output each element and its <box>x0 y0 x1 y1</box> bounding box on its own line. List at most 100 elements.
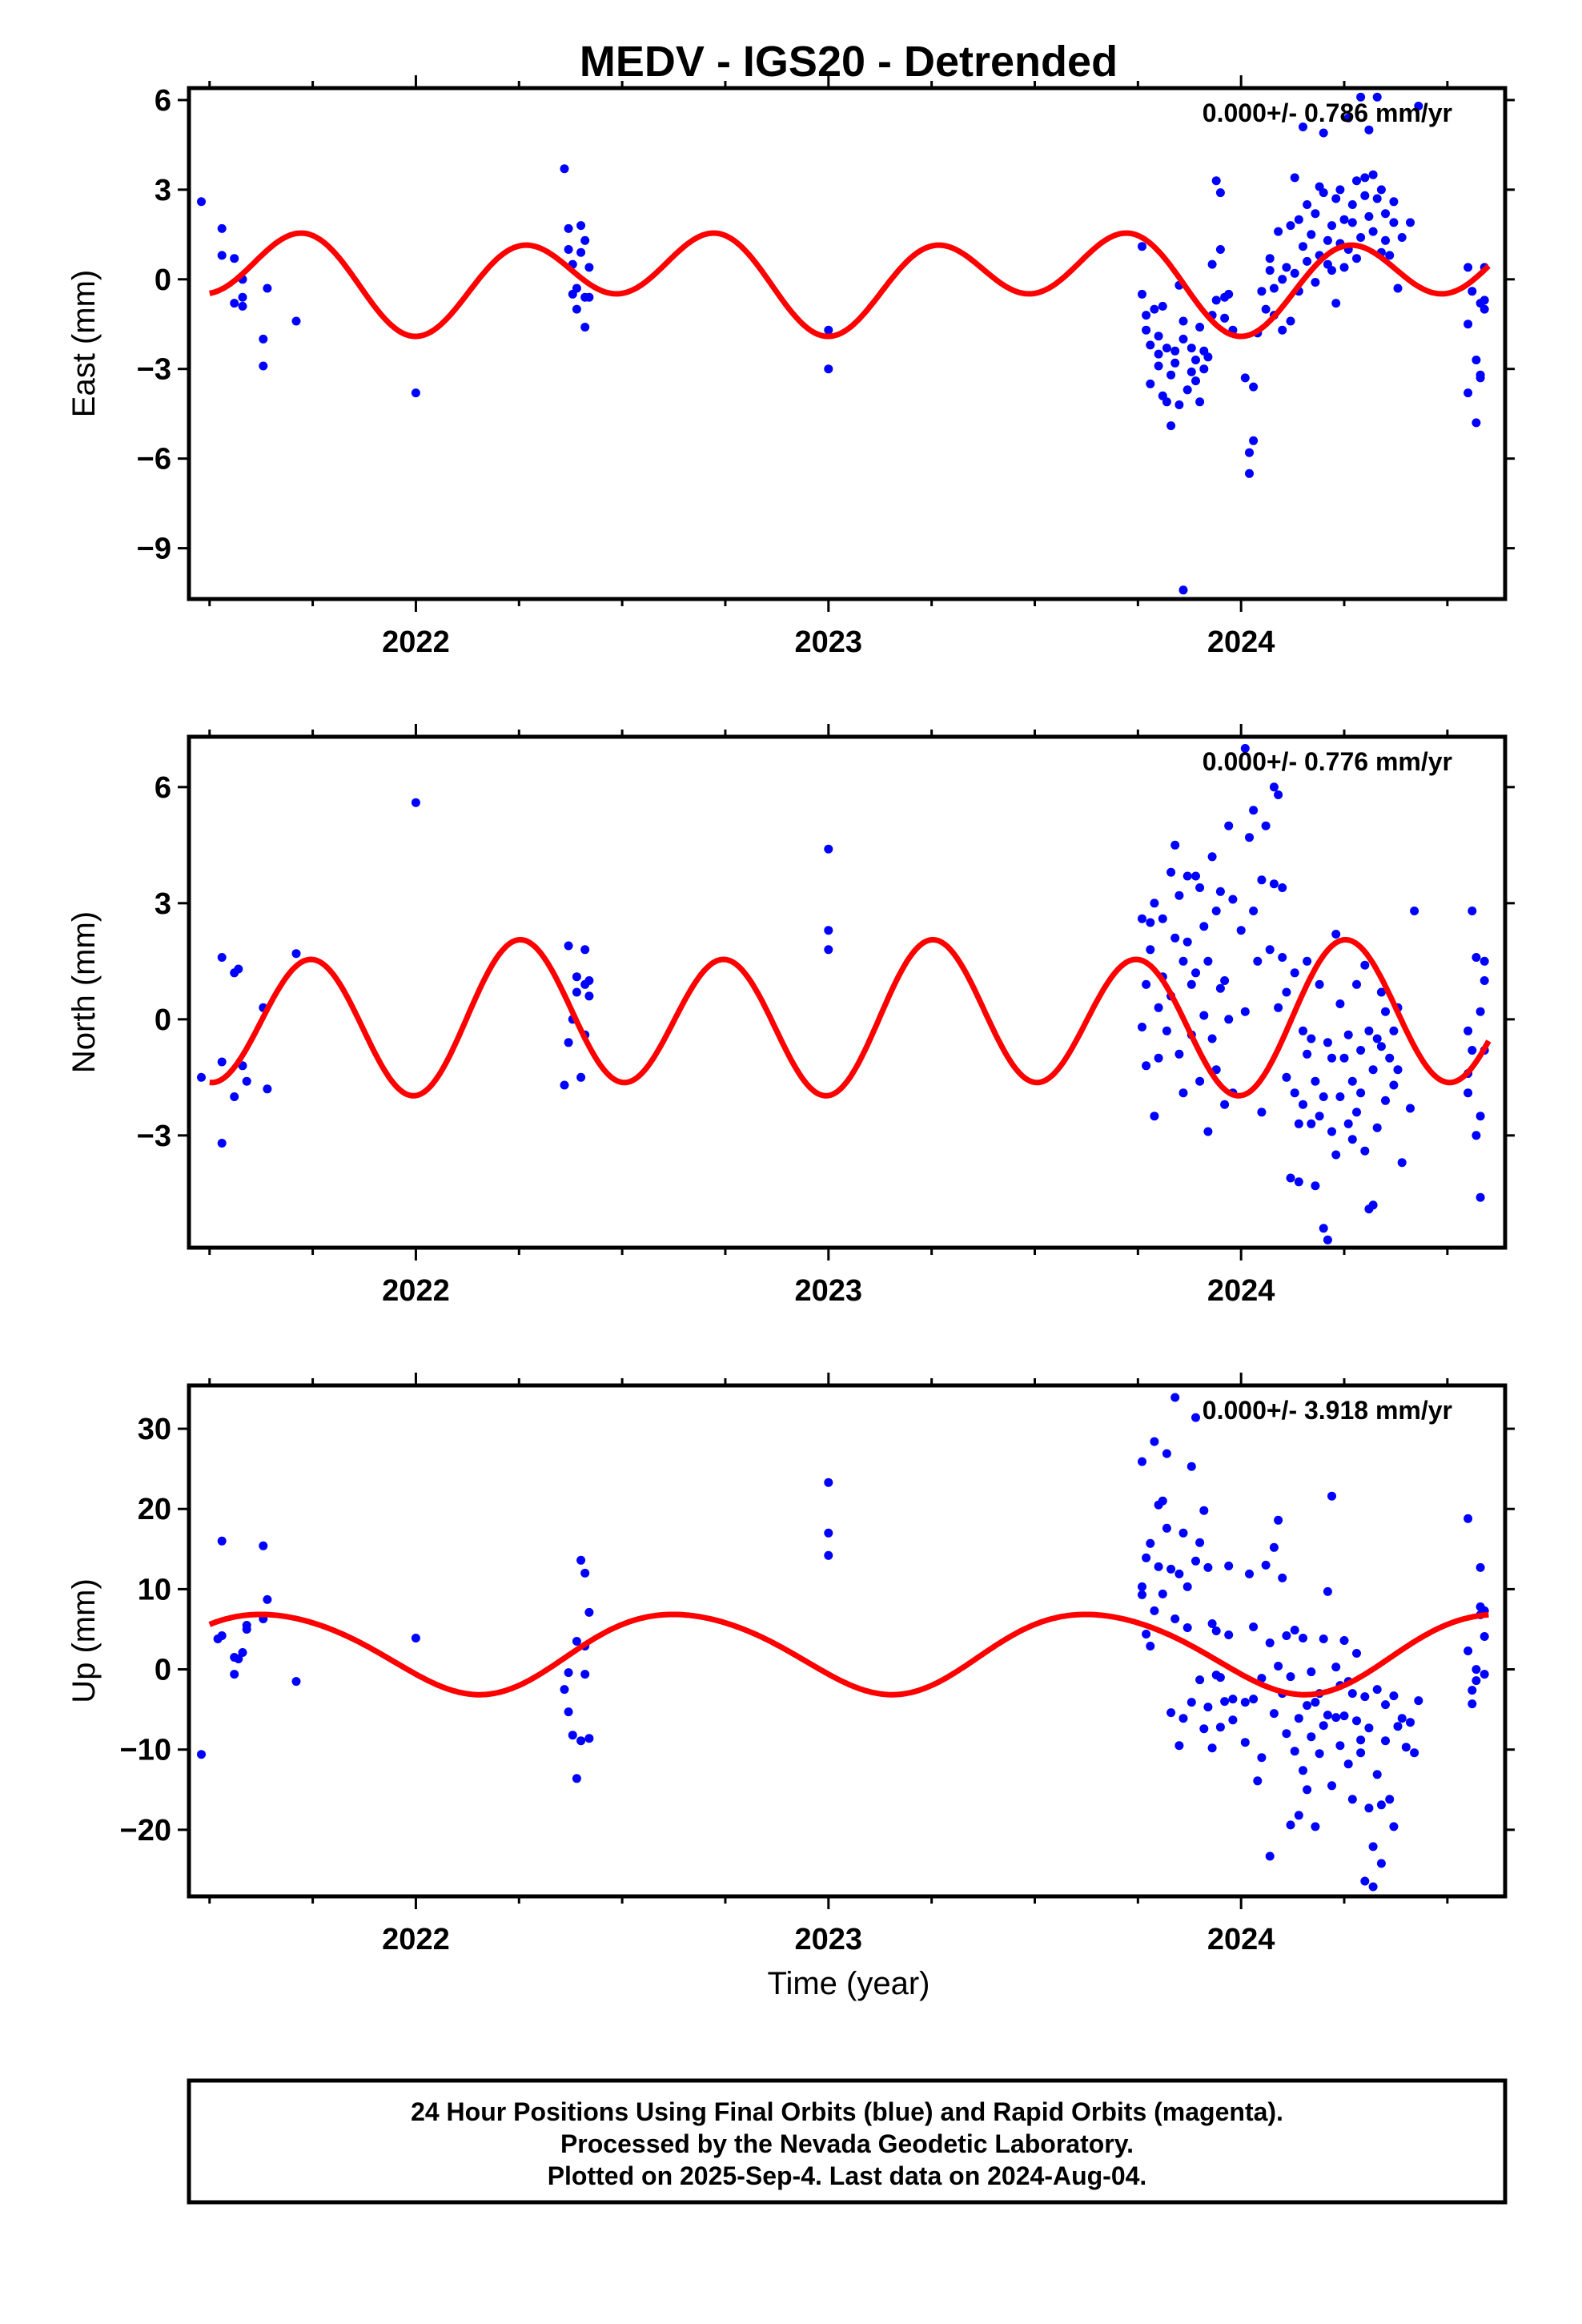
x-axis-label: Time (year) <box>768 1966 930 2001</box>
up-data-point <box>1138 1457 1146 1466</box>
east-data-point <box>824 364 833 374</box>
north-data-point <box>1257 875 1267 885</box>
north-frame <box>187 734 1508 1250</box>
east-data-point <box>1150 304 1159 314</box>
east-data-point <box>1464 263 1473 272</box>
east-data-point <box>197 197 206 207</box>
north-data-point <box>1191 968 1200 978</box>
up-data-point <box>230 1670 239 1679</box>
north-data-point <box>1376 987 1386 997</box>
north-data-point <box>1150 1112 1159 1121</box>
east-data-point <box>1372 92 1382 102</box>
north-data-point <box>1331 930 1341 939</box>
east-data-point <box>263 283 272 293</box>
east-data-point <box>824 325 833 335</box>
north-data-point <box>824 926 833 935</box>
up-data-point <box>564 1668 573 1678</box>
north-plot-area <box>197 744 1492 1244</box>
north-data-point <box>1215 983 1225 993</box>
up-data-point <box>1261 1560 1271 1570</box>
up-plot-area <box>197 1393 1490 1892</box>
up-data-point <box>572 1637 581 1646</box>
up-data-point <box>824 1528 833 1538</box>
north-data-point <box>580 945 590 955</box>
east-data-point <box>1331 299 1341 308</box>
east-data-point <box>1480 304 1489 314</box>
east-data-point <box>1352 176 1361 186</box>
north-data-point <box>1476 1192 1485 1202</box>
north-y-tick-label: −3 <box>137 1120 171 1153</box>
north-data-point <box>1154 1003 1163 1012</box>
up-data-point <box>1352 1716 1361 1726</box>
north-data-point <box>1480 956 1489 966</box>
east-data-point <box>1364 125 1374 135</box>
up-data-point <box>1195 1538 1205 1547</box>
north-data-point <box>1468 1046 1477 1055</box>
up-data-point <box>1299 1766 1307 1775</box>
east-data-point <box>1381 209 1390 219</box>
north-data-point <box>1138 1023 1146 1031</box>
up-data-point <box>1339 1711 1349 1721</box>
up-data-point <box>1195 1675 1205 1685</box>
north-y-tick-label: 3 <box>155 887 171 921</box>
north-data-point <box>1319 1224 1328 1233</box>
north-data-point <box>234 964 243 974</box>
east-data-point <box>1182 385 1192 395</box>
up-data-point <box>1228 1695 1238 1704</box>
north-data-point <box>1389 1026 1399 1035</box>
east-data-point <box>1240 373 1250 383</box>
up-data-point <box>572 1774 581 1783</box>
up-data-point <box>1360 1692 1370 1702</box>
up-panel: 30 20 10 0 −10 −20 2022 2023 2024 Up (mm) 0.000+/-… <box>66 1373 1515 1956</box>
north-data-point <box>1274 790 1283 799</box>
up-data-point <box>1307 1732 1316 1742</box>
north-data-point <box>1170 840 1180 850</box>
north-data-point <box>1170 933 1180 943</box>
north-data-point <box>1142 979 1151 989</box>
north-data-point <box>1343 1119 1353 1128</box>
up-data-point <box>1372 1685 1382 1695</box>
up-data-point <box>1376 1800 1386 1810</box>
north-data-point <box>1303 956 1312 966</box>
east-data-point <box>1381 235 1390 245</box>
up-data-point <box>1253 1776 1263 1786</box>
up-data-point <box>1335 1741 1345 1751</box>
north-data-point <box>263 1084 272 1094</box>
north-data-point <box>1220 976 1230 985</box>
north-data-point <box>1335 1092 1345 1101</box>
east-data-point <box>1476 370 1485 380</box>
up-data-point <box>1286 1820 1295 1830</box>
north-data-point <box>1182 937 1192 947</box>
up-data-point <box>1319 1721 1328 1731</box>
east-data-point <box>1327 266 1336 275</box>
north-data-point <box>1203 1127 1213 1136</box>
east-data-point <box>1178 585 1188 595</box>
east-data-point <box>584 292 594 302</box>
up-data-point <box>1364 1723 1374 1733</box>
east-data-point <box>1352 254 1361 263</box>
east-data-point <box>1393 283 1403 293</box>
east-data-point <box>1191 356 1200 364</box>
north-data-point <box>217 953 227 962</box>
up-data-point <box>1182 1582 1192 1591</box>
east-data-point <box>1480 296 1489 305</box>
north-data-point <box>1146 918 1155 927</box>
up-data-point <box>217 1536 227 1546</box>
up-data-point <box>1294 1811 1303 1820</box>
up-data-point <box>1174 1741 1184 1751</box>
east-data-point <box>1389 218 1399 227</box>
east-y-axis-label: East (mm) <box>66 270 102 417</box>
north-data-point <box>1376 1042 1386 1051</box>
up-data-point <box>1414 1696 1423 1706</box>
up-data-point <box>234 1655 243 1663</box>
up-x-tick-label: 2022 <box>382 1923 450 1956</box>
east-data-point <box>1311 209 1320 219</box>
up-data-point <box>1158 1589 1167 1598</box>
north-data-point <box>1372 1123 1382 1132</box>
up-data-point <box>1186 1462 1196 1471</box>
up-data-point <box>1257 1753 1267 1763</box>
north-data-point <box>1472 953 1481 962</box>
north-data-point <box>1472 1131 1481 1140</box>
up-data-point <box>259 1541 268 1550</box>
up-data-point <box>1368 1842 1378 1852</box>
